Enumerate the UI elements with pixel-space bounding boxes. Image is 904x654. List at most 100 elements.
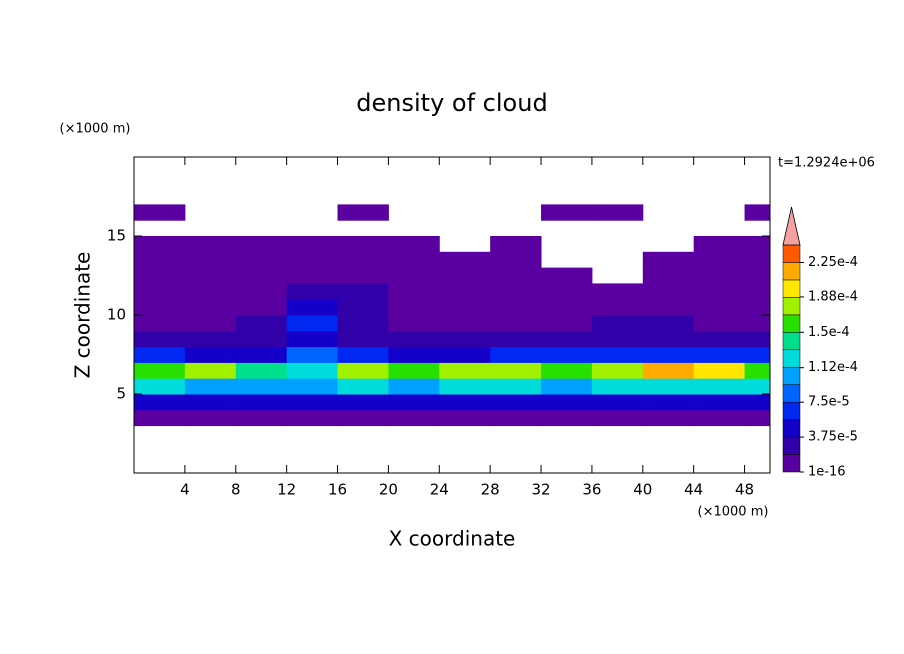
field-cell	[184, 251, 237, 269]
x-tick-label: 24	[430, 481, 449, 499]
colorbar-band	[782, 262, 801, 281]
field-cell	[591, 283, 644, 300]
field-cell	[693, 267, 746, 284]
field-cell	[184, 236, 237, 253]
colorbar-tick-label: 2.25e-4	[808, 255, 858, 270]
field-cell	[439, 283, 491, 300]
field-cell	[134, 394, 186, 411]
field-cell	[490, 299, 542, 316]
field-cell	[490, 409, 542, 427]
field-cell	[541, 299, 593, 316]
field-cell	[337, 409, 389, 427]
field-cell	[184, 362, 237, 379]
field-cell	[388, 251, 440, 269]
field-cell	[744, 409, 770, 427]
field-cell	[286, 315, 339, 332]
field-cell	[388, 346, 440, 363]
field-cell	[286, 299, 339, 316]
y-tick-label: 10	[107, 306, 126, 324]
field-cell	[388, 267, 440, 284]
field-cell	[388, 283, 440, 300]
colorbar-band	[782, 244, 801, 263]
field-cell	[541, 267, 593, 284]
colorbar-tick-label: 7.5e-5	[808, 395, 850, 410]
field-cell	[439, 362, 491, 379]
field-cell	[134, 409, 186, 427]
field-cell	[693, 362, 746, 379]
x-tick-label: 28	[481, 481, 500, 499]
field-cell	[490, 394, 542, 411]
x-tick-label: 32	[531, 481, 550, 499]
field-cell	[642, 330, 695, 348]
field-cell	[337, 251, 389, 269]
field-cell	[591, 346, 644, 363]
field-cell	[388, 315, 440, 332]
field-cell	[439, 299, 491, 316]
field-cell	[490, 378, 542, 395]
time-label: t=1.2924e+06	[778, 156, 875, 171]
field-cell	[286, 251, 339, 269]
field-cell	[693, 315, 746, 332]
x-tick-label: 8	[231, 481, 241, 499]
field-cell	[286, 409, 339, 427]
field-cell	[591, 330, 644, 348]
field-cell	[337, 378, 389, 395]
field-cell	[490, 267, 542, 284]
colorbar-tick-label: 1.12e-4	[808, 360, 858, 375]
field-cell	[693, 330, 746, 348]
field-cell	[337, 283, 389, 300]
x-tick-label: 20	[379, 481, 398, 499]
x-tick-label: 40	[633, 481, 652, 499]
field-cell	[642, 283, 695, 300]
field-cell	[591, 394, 644, 411]
field-cell	[184, 346, 237, 363]
field-cell	[439, 315, 491, 332]
field-cell	[134, 267, 186, 284]
field-cell	[286, 330, 339, 348]
x-tick-label: 16	[328, 481, 347, 499]
field-cell	[744, 330, 770, 348]
colorbar-extend	[782, 206, 801, 246]
field-cell	[337, 362, 389, 379]
field-cell	[134, 283, 186, 300]
field-cell	[235, 394, 288, 411]
colorbar-band	[782, 436, 801, 455]
field-cell	[693, 394, 746, 411]
field-cell	[235, 362, 288, 379]
field-cell	[388, 330, 440, 348]
field-cell	[184, 330, 237, 348]
field-cell	[388, 299, 440, 316]
field-cell	[184, 394, 237, 411]
field-cell	[541, 283, 593, 300]
field-cell	[541, 409, 593, 427]
field-cell	[744, 283, 770, 300]
field-cell	[541, 315, 593, 332]
field-cell	[490, 362, 542, 379]
field-cell	[693, 236, 746, 253]
field-cell	[337, 346, 389, 363]
field-cell	[490, 330, 542, 348]
field-cell	[693, 378, 746, 395]
field-cell	[744, 299, 770, 316]
chart-title: density of cloud	[356, 89, 547, 117]
field-cell	[134, 362, 186, 379]
field-cell	[184, 378, 237, 395]
field-cell	[235, 283, 288, 300]
field-cell	[591, 299, 644, 316]
field-cell	[642, 362, 695, 379]
field-cell	[439, 409, 491, 427]
colorbar-band	[782, 366, 801, 385]
field-cell	[184, 315, 237, 332]
field-cell	[184, 299, 237, 316]
y-tick-label: 15	[107, 227, 126, 245]
field-cell	[388, 378, 440, 395]
field-cell	[642, 409, 695, 427]
field-cell	[337, 299, 389, 316]
field-cell	[642, 267, 695, 284]
field-cell	[541, 362, 593, 379]
field-cell	[134, 378, 186, 395]
colorbar-tick-label: 1.88e-4	[808, 289, 858, 304]
field-cell	[286, 346, 339, 363]
field-cell	[744, 267, 770, 284]
